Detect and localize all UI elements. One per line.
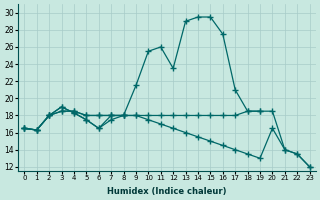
X-axis label: Humidex (Indice chaleur): Humidex (Indice chaleur) xyxy=(107,187,227,196)
